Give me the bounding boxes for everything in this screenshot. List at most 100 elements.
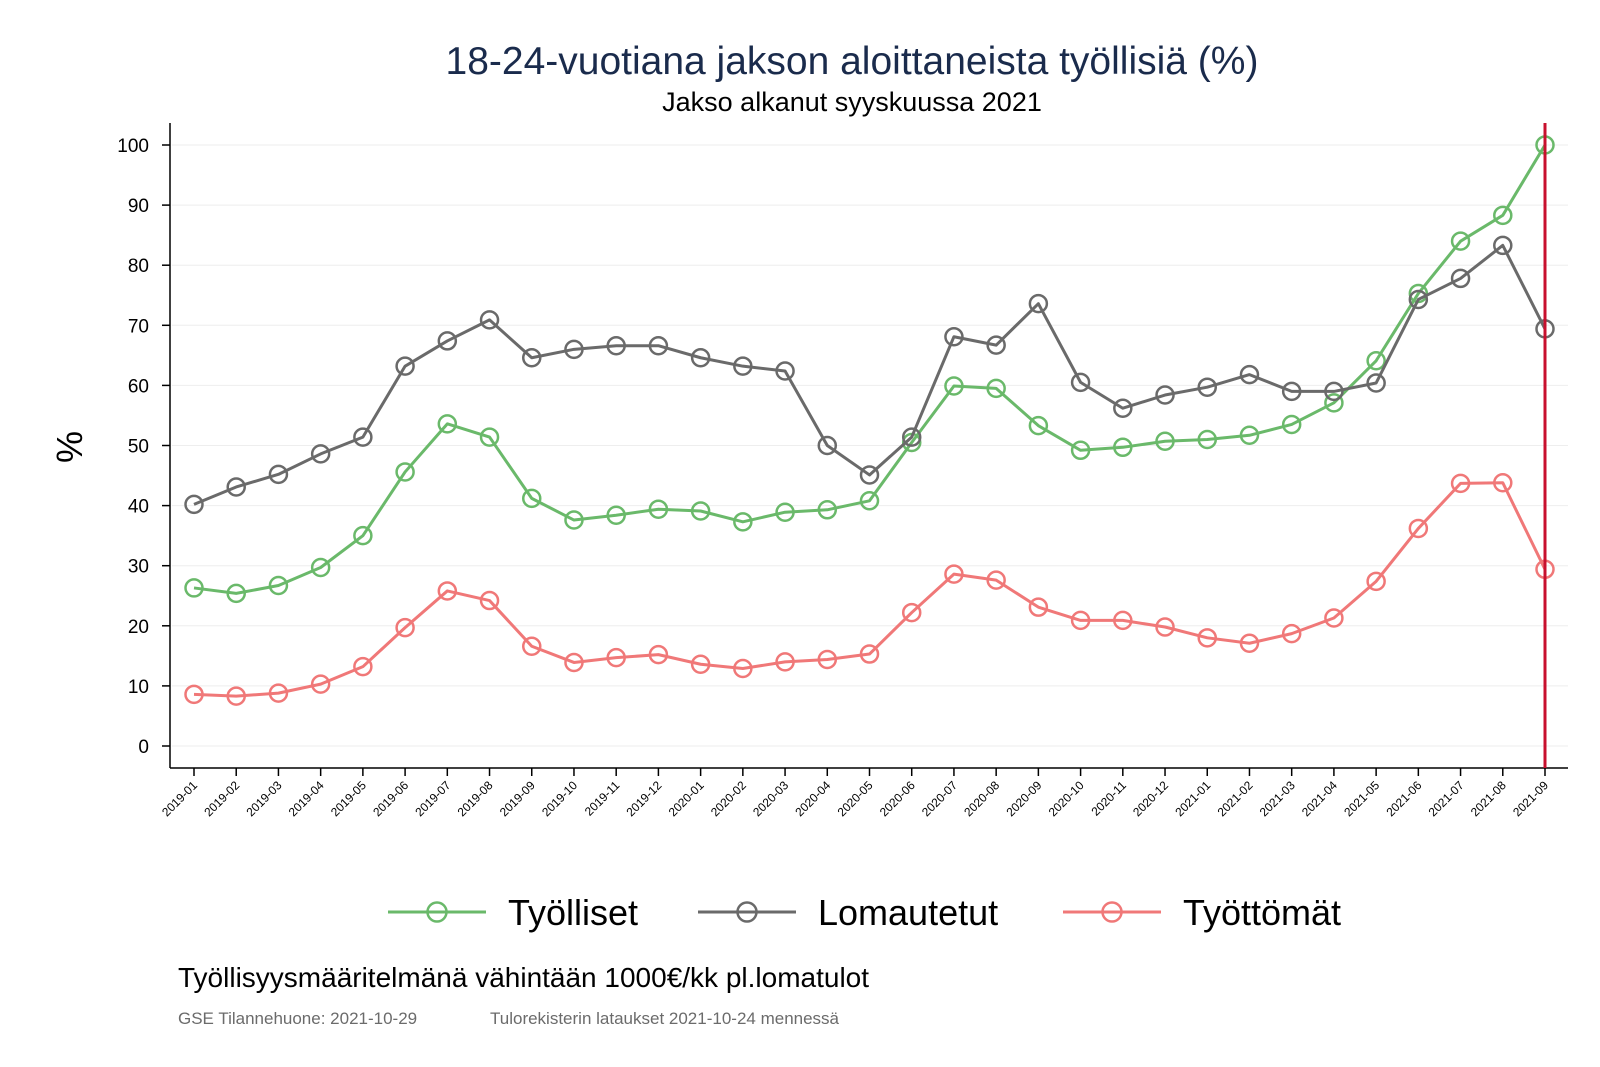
data-point-ty-tt-m-t-2021-05 [1366, 571, 1386, 592]
data-point-ty-lliset-2021-07 [1450, 231, 1471, 251]
data-point-ty-tt-m-t-2021-07 [1450, 473, 1471, 494]
x-tick-label-2019-12: 2019-12 [623, 778, 664, 819]
data-point-lomautetut-2019-05 [353, 427, 373, 447]
data-point-lomautetut-2020-07 [944, 326, 964, 347]
y-tick-label-100: 100 [117, 136, 149, 157]
y-tick-label-50: 50 [128, 437, 149, 458]
x-tick-label-2019-02: 2019-02 [201, 778, 242, 819]
x-tick-label-2020-09: 2020-09 [1003, 778, 1044, 819]
chart-title: 18-24-vuotiana jakson aloittaneista työl… [446, 40, 1259, 83]
data-point-ty-lliset-2019-03 [268, 575, 289, 596]
data-point-ty-tt-m-t-2020-06 [901, 602, 922, 623]
y-axis-label: % [49, 431, 90, 463]
x-tick-label-2021-02: 2021-02 [1215, 778, 1256, 819]
data-point-ty-lliset-2021-02 [1239, 425, 1260, 446]
legend: Työlliset Lomautetut Työttömät [388, 892, 1341, 933]
data-point-ty-tt-m-t-2019-10 [564, 652, 584, 673]
x-tick-label-2019-08: 2019-08 [455, 778, 496, 819]
chart-subtitle: Jakso alkanut syyskuussa 2021 [662, 87, 1042, 117]
data-point-ty-tt-m-t-2021-03 [1281, 623, 1302, 644]
x-tick-label-2019-10: 2019-10 [539, 778, 580, 819]
data-point-ty-tt-m-t-2020-12 [1155, 617, 1175, 637]
y-tick-label-20: 20 [128, 617, 149, 638]
data-point-ty-tt-m-t-2019-08 [479, 590, 500, 611]
x-tick-label-2021-07: 2021-07 [1426, 778, 1467, 819]
x-tick-label-2020-01: 2020-01 [666, 778, 707, 819]
x-tick-label-2020-06: 2020-06 [877, 778, 918, 819]
data-point-ty-tt-m-t-2020-07 [944, 564, 964, 584]
data-point-lomautetut-2019-10 [564, 339, 584, 360]
data-point-lomautetut-2021-01 [1197, 377, 1217, 397]
data-point-lomautetut-2020-06 [901, 427, 922, 447]
data-point-lomautetut-2021-04 [1324, 381, 1344, 402]
data-point-lomautetut-2020-10 [1070, 372, 1091, 393]
x-tick-label-2020-02: 2020-02 [708, 778, 749, 819]
y-axis-ticks: 0 10 20 30 40 50 60 70 80 90 100 [117, 136, 170, 758]
data-point-lomautetut-2019-07 [437, 331, 458, 351]
data-point-ty-lliset-2021-05 [1366, 351, 1386, 371]
data-point-lomautetut-2019-12 [648, 335, 669, 356]
data-point-ty-tt-m-t-2021-02 [1239, 633, 1260, 653]
data-point-ty-tt-m-t-2019-06 [395, 617, 415, 638]
data-point-ty-tt-m-t-2021-04 [1324, 608, 1344, 628]
series-line-lomautetut [193, 243, 1547, 506]
legend-label-ty-lliset: Työlliset [508, 892, 638, 933]
data-point-ty-tt-m-t-2020-03 [775, 652, 795, 672]
data-point-ty-lliset-2020-12 [1155, 431, 1175, 452]
x-tick-label-2019-01: 2019-01 [159, 778, 200, 819]
data-point-ty-lliset-2020-02 [733, 512, 753, 532]
x-tick-label-2021-08: 2021-08 [1468, 778, 1509, 819]
x-tick-label-2021-06: 2021-06 [1383, 778, 1424, 819]
x-tick-label-2021-04: 2021-04 [1299, 778, 1340, 819]
series-line-ty-tt-m-t [193, 481, 1547, 698]
x-tick-label-2019-09: 2019-09 [497, 778, 538, 819]
x-tick-label-2020-05: 2020-05 [835, 778, 876, 819]
data-point-ty-lliset-2019-11 [606, 505, 626, 525]
data-point-lomautetut-2019-08 [479, 310, 500, 330]
x-tick-label-2021-05: 2021-05 [1341, 778, 1382, 819]
data-point-ty-lliset-2019-05 [353, 525, 373, 546]
data-point-ty-lliset-2019-01 [184, 578, 204, 598]
data-point-lomautetut-2020-05 [859, 465, 880, 485]
data-point-lomautetut-2020-09 [1028, 293, 1049, 314]
data-point-ty-lliset-2020-10 [1070, 440, 1091, 461]
data-point-ty-tt-m-t-2021-06 [1408, 518, 1429, 539]
x-tick-label-2020-10: 2020-10 [1046, 778, 1087, 819]
data-point-ty-tt-m-t-2021-08 [1493, 473, 1513, 493]
data-point-ty-lliset-2019-06 [395, 462, 415, 482]
data-point-lomautetut-2021-08 [1493, 235, 1513, 256]
data-point-lomautetut-2021-07 [1450, 268, 1471, 289]
data-point-lomautetut-2019-03 [268, 464, 289, 485]
data-point-ty-tt-m-t-2020-10 [1070, 610, 1091, 631]
data-point-ty-tt-m-t-2019-09 [522, 636, 542, 656]
legend-marker-ty-tt-m-t [1101, 901, 1123, 923]
y-tick-label-70: 70 [128, 316, 149, 337]
x-tick-label-2019-06: 2019-06 [370, 778, 411, 819]
x-tick-label-2020-03: 2020-03 [750, 778, 791, 819]
x-axis-ticks: 2019-01 2019-02 2019-03 2019-04 2019-05 2019-… [159, 768, 1551, 819]
data-point-ty-tt-m-t-2020-01 [690, 654, 711, 675]
data-point-ty-tt-m-t-2019-04 [310, 674, 331, 694]
data-point-ty-lliset-2021-08 [1493, 205, 1513, 226]
legend-label-lomautetut: Lomautetut [818, 892, 998, 933]
data-point-lomautetut-2020-08 [986, 335, 1006, 355]
x-tick-label-2019-03: 2019-03 [244, 778, 285, 819]
data-point-lomautetut-2020-02 [733, 356, 753, 376]
data-point-lomautetut-2021-06 [1408, 289, 1429, 310]
data-point-ty-lliset-2019-10 [564, 510, 584, 530]
data-point-ty-tt-m-t-2021-01 [1197, 628, 1217, 648]
data-point-ty-tt-m-t-2020-02 [733, 658, 753, 679]
data-point-lomautetut-2019-06 [395, 356, 415, 376]
data-point-ty-tt-m-t-2019-12 [648, 644, 669, 665]
x-tick-label-2020-12: 2020-12 [1130, 778, 1171, 819]
data-point-ty-tt-m-t-2020-08 [986, 570, 1006, 590]
y-tick-label-40: 40 [128, 497, 149, 518]
legend-label-ty-tt-m-t: Työttömät [1183, 892, 1341, 933]
data-point-lomautetut-2020-01 [690, 348, 711, 368]
data-point-ty-tt-m-t-2020-05 [859, 644, 880, 664]
data-point-lomautetut-2019-01 [184, 494, 204, 515]
y-tick-label-30: 30 [128, 557, 149, 578]
data-point-ty-tt-m-t-2019-02 [226, 686, 246, 706]
data-point-ty-lliset-2019-07 [437, 414, 458, 434]
